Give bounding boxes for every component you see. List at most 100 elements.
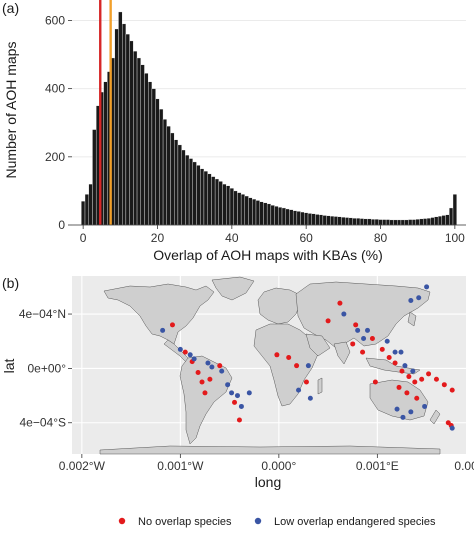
map-point-s1-13 (307, 395, 313, 401)
map-point-s0-33 (372, 379, 378, 385)
histogram-bar-66 (326, 215, 331, 226)
histogram-bar-46 (252, 198, 257, 226)
map-point-s0-3 (195, 369, 201, 375)
histogram-bar-76 (363, 218, 368, 226)
map-point-s0-4 (199, 379, 205, 385)
map-point-s0-10 (274, 352, 280, 358)
histogram-bars (81, 11, 457, 226)
histogram-bar-60 (304, 212, 309, 226)
map-point-s1-9 (234, 393, 240, 399)
map-point-s1-22 (408, 297, 414, 303)
map-point-s0-26 (419, 376, 425, 382)
land-arabia (305, 333, 331, 357)
histogram-bar-25 (174, 139, 179, 226)
histogram-bar-29 (188, 158, 193, 226)
histogram-bar-48 (259, 201, 264, 226)
histogram-bar-89 (411, 219, 416, 226)
histogram-bar-23 (166, 125, 171, 226)
map-point-s0-1 (182, 349, 188, 355)
histogram-bar-53 (278, 207, 283, 226)
histogram-bar-27 (181, 149, 186, 226)
histogram-bar-100 (452, 194, 457, 226)
histogram-y-tick-label-1: 200 (45, 150, 65, 164)
histogram-bar-52 (274, 206, 279, 226)
histogram-bar-40 (229, 188, 234, 226)
histogram-bar-69 (337, 216, 342, 226)
map-point-s0-34 (414, 395, 420, 401)
histogram-bar-21 (159, 108, 164, 226)
map-point-s0-11 (286, 355, 292, 361)
land-indonesia (365, 357, 421, 375)
land-australia (369, 379, 429, 421)
histogram-bar-49 (263, 202, 268, 226)
histogram-bar-56 (289, 209, 294, 226)
land-madagascar (317, 377, 323, 395)
map-point-s0-30 (449, 387, 455, 393)
histogram-bar-98 (445, 214, 450, 226)
histogram-bar-75 (359, 218, 364, 226)
histogram-bar-32 (200, 168, 205, 226)
map-x-axis-title: long (255, 474, 281, 490)
histogram-y-tick-label-0: 0 (58, 218, 65, 232)
histogram-bar-44 (244, 195, 249, 226)
histogram-bar-19 (151, 88, 156, 226)
histogram-bar-16 (140, 64, 145, 226)
map-point-s1-5 (209, 364, 215, 370)
map-point-s1-8 (229, 390, 235, 396)
histogram-bar-15 (136, 57, 141, 226)
histogram-bar-50 (266, 203, 272, 226)
histogram-bar-2 (88, 183, 93, 226)
map-point-s0-31 (396, 384, 402, 390)
map-point-s1-18 (365, 327, 370, 333)
map-point-s1-21 (398, 349, 404, 355)
histogram-bar-1 (84, 194, 89, 226)
histogram-bar-74 (356, 218, 361, 226)
histogram-bar-47 (255, 200, 260, 226)
land-india (333, 341, 351, 365)
histogram-x-axis-title: Overlap of AOH maps with KBAs (%) (153, 247, 383, 263)
histogram-bar-18 (148, 81, 153, 226)
histogram-bar-45 (248, 197, 253, 226)
panel-a-label: (a) (2, 0, 19, 16)
histogram-bar-85 (397, 219, 402, 226)
legend-marker-no-overlap (118, 517, 126, 525)
map-point-s1-28 (400, 414, 406, 420)
map-point-s0-8 (232, 399, 238, 405)
map-point-s1-29 (408, 409, 414, 415)
histogram-bar-79 (374, 219, 379, 226)
map-point-s1-11 (246, 390, 252, 396)
legend-label-low-overlap: Low overlap endangered species (274, 516, 436, 528)
panel-b-label: (b) (2, 275, 19, 291)
map-point-s1-12 (296, 387, 302, 393)
histogram-bar-59 (300, 211, 305, 226)
histogram-bar-54 (281, 207, 286, 226)
histogram-bar-73 (352, 218, 357, 226)
map-point-s1-14 (305, 363, 311, 369)
map-point-s0-12 (294, 363, 300, 369)
map-point-s1-4 (205, 360, 211, 366)
map-x-tick-label-0: 0.002°W (59, 459, 106, 473)
histogram-y-axis-title: Number of AOH maps (3, 42, 19, 179)
histogram-bar-97 (441, 215, 446, 226)
histogram-bar-33 (203, 170, 208, 226)
map-point-s0-0 (169, 322, 175, 328)
histogram-bar-91 (419, 218, 424, 226)
map-point-s0-32 (404, 390, 410, 396)
map-x-ticks: 0.002°W 0.001°W 0.000° 0.001°E 0.002°E (59, 454, 474, 473)
histogram-bar-43 (240, 194, 246, 226)
map-point-s0-19 (369, 336, 375, 342)
world-land (99, 276, 441, 455)
map-point-s0-23 (399, 368, 405, 374)
legend-marker-low-overlap (254, 517, 262, 525)
histogram-bar-10 (118, 11, 123, 226)
land-antarctica (99, 445, 441, 455)
histogram-bar-72 (348, 217, 353, 226)
histogram-bar-24 (170, 132, 175, 226)
histogram-bar-61 (307, 213, 312, 226)
histogram-bar-36 (214, 178, 219, 226)
histogram-bar-51 (270, 205, 275, 226)
map-point-s0-24 (406, 374, 412, 380)
histogram-x-ticks: 0 20 40 60 80 100 (80, 225, 465, 245)
histogram-bar-99 (449, 207, 454, 226)
